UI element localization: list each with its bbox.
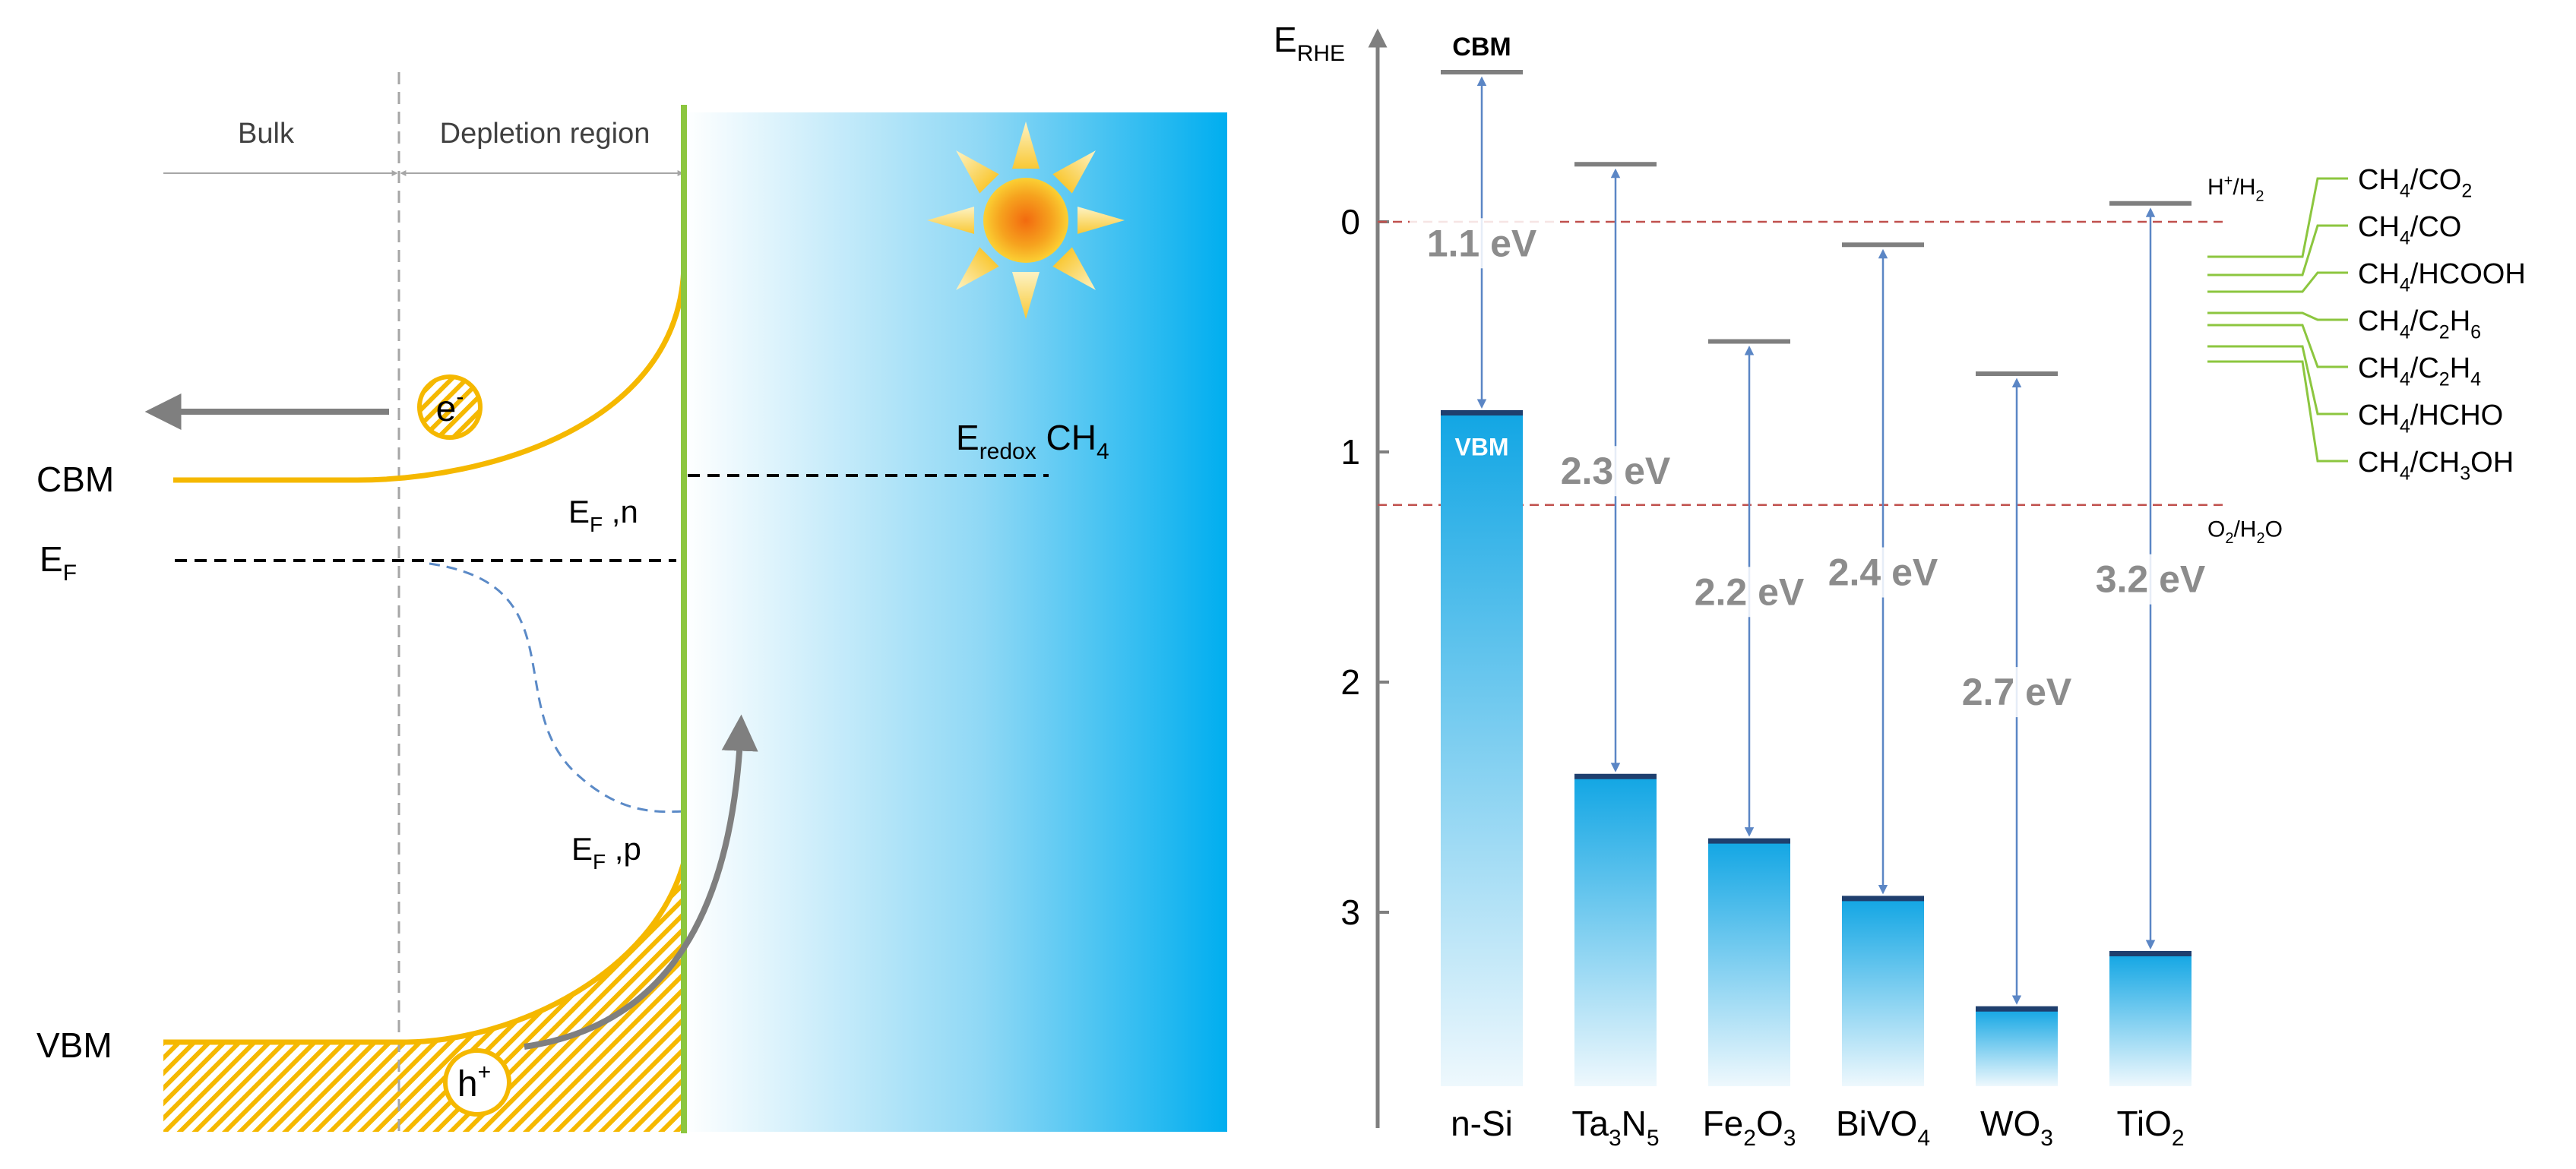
hole-quasi-fermi-label: EF ,p bbox=[571, 831, 641, 874]
bandgap-label-bg-4 bbox=[1945, 667, 2089, 718]
electron-symbol: e bbox=[436, 389, 457, 429]
y-tick-label: 3 bbox=[1340, 893, 1360, 932]
cbm-tag: CBM bbox=[1452, 33, 1511, 62]
electron-marker: e- bbox=[417, 374, 483, 440]
redox-couple-label-6: CH4/CH3OH bbox=[2358, 447, 2514, 485]
vbm-tag: VBM bbox=[1454, 433, 1508, 460]
depletion-region-label: Depletion region bbox=[440, 118, 650, 150]
y-axis-label: ERHE bbox=[1274, 20, 1345, 66]
y-tick-label: 1 bbox=[1340, 432, 1360, 472]
hole-symbol: h bbox=[457, 1064, 478, 1104]
redox-connector-3 bbox=[2207, 311, 2348, 321]
band-position-chart: ERHE 0 1 2 3 H+/H2 O2/H2O CH4/CO2 CH4/CO CH4/HCO… bbox=[1274, 20, 2526, 1151]
cbm-label: CBM bbox=[36, 460, 114, 499]
electron-charge: - bbox=[456, 384, 464, 409]
y-tick-label: 2 bbox=[1340, 662, 1360, 702]
vbm-label: VBM bbox=[36, 1025, 112, 1065]
svg-text:e-: e- bbox=[436, 384, 464, 429]
valence-band-edge bbox=[163, 861, 687, 1045]
bandgap-label-5: 3.2 eV bbox=[2096, 558, 2206, 601]
y-tick-label: 0 bbox=[1340, 202, 1360, 242]
hole-transport-arrow bbox=[524, 714, 758, 1050]
hole-marker: h+ bbox=[443, 1048, 511, 1117]
redox-connector-4 bbox=[2207, 324, 2348, 368]
bandgap-label-bg-2 bbox=[1677, 567, 1821, 618]
bandgap-label-0: 1.1 eV bbox=[1427, 222, 1537, 264]
bandgap-label-bg-1 bbox=[1543, 446, 1688, 497]
sun-icon bbox=[927, 122, 1125, 319]
redox-ch4-label: Eredox CH4 bbox=[956, 418, 1109, 464]
material-label-1: Ta3N5 bbox=[1571, 1104, 1659, 1151]
redox-connector-5 bbox=[2207, 345, 2348, 415]
redox-connector-6 bbox=[2207, 360, 2348, 463]
redox-couple-label-2: CH4/HCOOH bbox=[2358, 258, 2526, 296]
redox-couple-label-3: CH4/C2H6 bbox=[2358, 305, 2481, 343]
valence-band-filled-region bbox=[163, 862, 684, 1132]
chart-marks: 0 1 2 3 H+/H2 O2/H2O CH4/CO2 CH4/CO CH4/HCOOH CH4… bbox=[1340, 33, 2525, 1151]
vbm-bar-0 bbox=[1441, 412, 1523, 1086]
reference-label-1: O2/H2O bbox=[2207, 517, 2283, 547]
redox-connector-1 bbox=[2207, 224, 2348, 276]
bandgap-label-bg-5 bbox=[2078, 554, 2223, 605]
vbm-bar-3 bbox=[1842, 898, 1924, 1086]
vbm-bar-2 bbox=[1708, 841, 1790, 1086]
bulk-label: Bulk bbox=[238, 118, 295, 150]
hole-charge: + bbox=[478, 1060, 492, 1085]
vbm-bar-4 bbox=[1976, 1009, 2058, 1086]
redox-connector-0 bbox=[2207, 177, 2348, 258]
fermi-level-label: EF bbox=[40, 539, 77, 586]
electron-quasi-fermi-label: EF ,n bbox=[568, 494, 638, 536]
reference-label-0: H+/H2 bbox=[2207, 173, 2264, 205]
bandgap-label-2: 2.2 eV bbox=[1695, 570, 1805, 613]
redox-couple-label-4: CH4/C2H4 bbox=[2358, 352, 2481, 390]
svg-text:h+: h+ bbox=[457, 1060, 491, 1104]
redox-couple-label-0: CH4/CO2 bbox=[2358, 164, 2472, 202]
material-label-0: n-Si bbox=[1451, 1104, 1513, 1143]
bandgap-label-1: 2.3 eV bbox=[1561, 450, 1671, 492]
conduction-band-edge bbox=[173, 265, 687, 483]
vbm-bar-1 bbox=[1574, 776, 1657, 1086]
material-label-5: TiO2 bbox=[2116, 1104, 2184, 1151]
redox-couple-label-1: CH4/CO bbox=[2358, 211, 2461, 249]
bandgap-label-4: 2.7 eV bbox=[1962, 671, 2072, 713]
material-label-3: BiVO4 bbox=[1836, 1104, 1930, 1151]
material-label-2: Fe2O3 bbox=[1703, 1104, 1796, 1151]
bandgap-label-bg-0 bbox=[1410, 218, 1554, 269]
vbm-bar-5 bbox=[2109, 953, 2191, 1086]
electrolyte-region bbox=[684, 112, 1227, 1132]
material-label-4: WO3 bbox=[1980, 1104, 2053, 1151]
bandgap-label-3: 2.4 eV bbox=[1828, 551, 1938, 594]
band-diagram-panel: Bulk Depletion region e- h+ CBM VBM bbox=[36, 72, 1227, 1133]
bandgap-label-bg-3 bbox=[1811, 547, 1955, 598]
redox-connector-2 bbox=[2207, 271, 2348, 293]
redox-couple-label-5: CH4/HCHO bbox=[2358, 400, 2503, 438]
hole-quasi-fermi-level bbox=[429, 562, 685, 814]
